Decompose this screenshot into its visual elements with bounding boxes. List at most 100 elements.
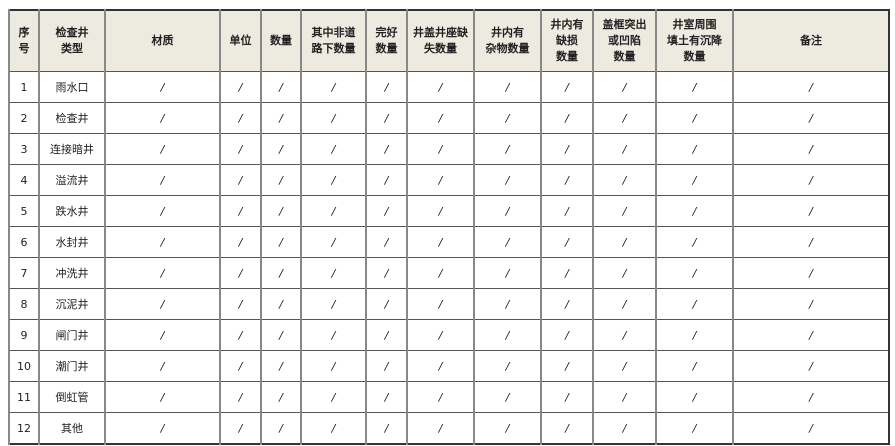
empty-cell: / [260,71,302,103]
empty-cell: / [260,133,302,165]
empty-cell: / [104,102,221,134]
empty-cell: / [219,319,262,351]
empty-cell: / [260,195,302,227]
empty-cell: / [219,102,262,134]
empty-cell: / [300,350,367,382]
empty-cell: / [104,195,221,227]
row-number: 1 [8,71,40,103]
empty-cell: / [300,319,367,351]
table-row: 12 其他 / / / / / / / / / / / [8,412,890,445]
empty-cell: / [473,133,542,165]
column-header: 井内有 缺损 数量 [540,9,594,72]
empty-cell: / [540,226,594,258]
empty-cell: / [732,350,890,382]
empty-cell: / [655,195,734,227]
empty-cell: / [260,288,302,320]
well-type: 闸门井 [38,319,106,351]
inspection-well-table: 序号检查井 类型 材质 单位 数量 其中非道 路下数量 完好 数量 井盖井座缺 失数量 井内有 杂物数量… [8,9,890,445]
column-header: 备注 [732,9,890,72]
empty-cell: / [473,381,542,413]
empty-cell: / [365,412,408,445]
empty-cell: / [655,102,734,134]
column-header: 盖框突出 或凹陷 数量 [592,9,657,72]
column-header: 其中非道 路下数量 [300,9,367,72]
empty-cell: / [473,288,542,320]
empty-cell: / [104,319,221,351]
empty-cell: / [592,288,657,320]
empty-cell: / [732,71,890,103]
empty-cell: / [365,381,408,413]
empty-cell: / [300,195,367,227]
empty-cell: / [592,350,657,382]
well-type: 水封井 [38,226,106,258]
empty-cell: / [260,319,302,351]
table-row: 3 连接暗井 / / / / / / / / / / / [8,133,890,165]
empty-cell: / [473,257,542,289]
well-type: 冲洗井 [38,257,106,289]
empty-cell: / [300,412,367,445]
empty-cell: / [365,257,408,289]
empty-cell: / [300,288,367,320]
empty-cell: / [260,164,302,196]
empty-cell: / [219,412,262,445]
empty-cell: / [406,288,475,320]
table-row: 11 倒虹管 / / / / / / / / / / / [8,381,890,413]
empty-cell: / [592,226,657,258]
empty-cell: / [365,350,408,382]
table-row: 7 冲洗井 / / / / / / / / / / / [8,257,890,289]
empty-cell: / [592,257,657,289]
row-number: 12 [8,412,40,445]
well-type: 连接暗井 [38,133,106,165]
empty-cell: / [104,381,221,413]
empty-cell: / [473,71,542,103]
empty-cell: / [732,319,890,351]
empty-cell: / [219,71,262,103]
column-header: 序号 [8,9,40,72]
empty-cell: / [732,257,890,289]
empty-cell: / [592,133,657,165]
row-number: 9 [8,319,40,351]
empty-cell: / [406,257,475,289]
empty-cell: / [592,164,657,196]
well-type: 潮门井 [38,350,106,382]
empty-cell: / [732,226,890,258]
empty-cell: / [219,257,262,289]
empty-cell: / [104,288,221,320]
row-number: 8 [8,288,40,320]
empty-cell: / [655,257,734,289]
column-header: 单位 [219,9,262,72]
empty-cell: / [732,133,890,165]
row-number: 7 [8,257,40,289]
empty-cell: / [540,195,594,227]
empty-cell: / [655,412,734,445]
empty-cell: / [406,164,475,196]
column-header: 检查井 类型 [38,9,106,72]
empty-cell: / [104,226,221,258]
row-number: 6 [8,226,40,258]
empty-cell: / [406,195,475,227]
empty-cell: / [365,288,408,320]
empty-cell: / [300,102,367,134]
empty-cell: / [104,71,221,103]
empty-cell: / [655,288,734,320]
well-type: 沉泥井 [38,288,106,320]
empty-cell: / [540,350,594,382]
row-number: 11 [8,381,40,413]
column-header: 材质 [104,9,221,72]
empty-cell: / [260,102,302,134]
table-row: 10 潮门井 / / / / / / / / / / / [8,350,890,382]
row-number: 5 [8,195,40,227]
empty-cell: / [365,164,408,196]
empty-cell: / [540,133,594,165]
empty-cell: / [406,226,475,258]
empty-cell: / [473,226,542,258]
empty-cell: / [260,226,302,258]
well-type: 雨水口 [38,71,106,103]
column-header: 井室周围 填土有沉降 数量 [655,9,734,72]
empty-cell: / [104,350,221,382]
empty-cell: / [406,133,475,165]
column-header: 井盖井座缺 失数量 [406,9,475,72]
table-row: 5 跌水井 / / / / / / / / / / / [8,195,890,227]
empty-cell: / [300,257,367,289]
empty-cell: / [406,381,475,413]
